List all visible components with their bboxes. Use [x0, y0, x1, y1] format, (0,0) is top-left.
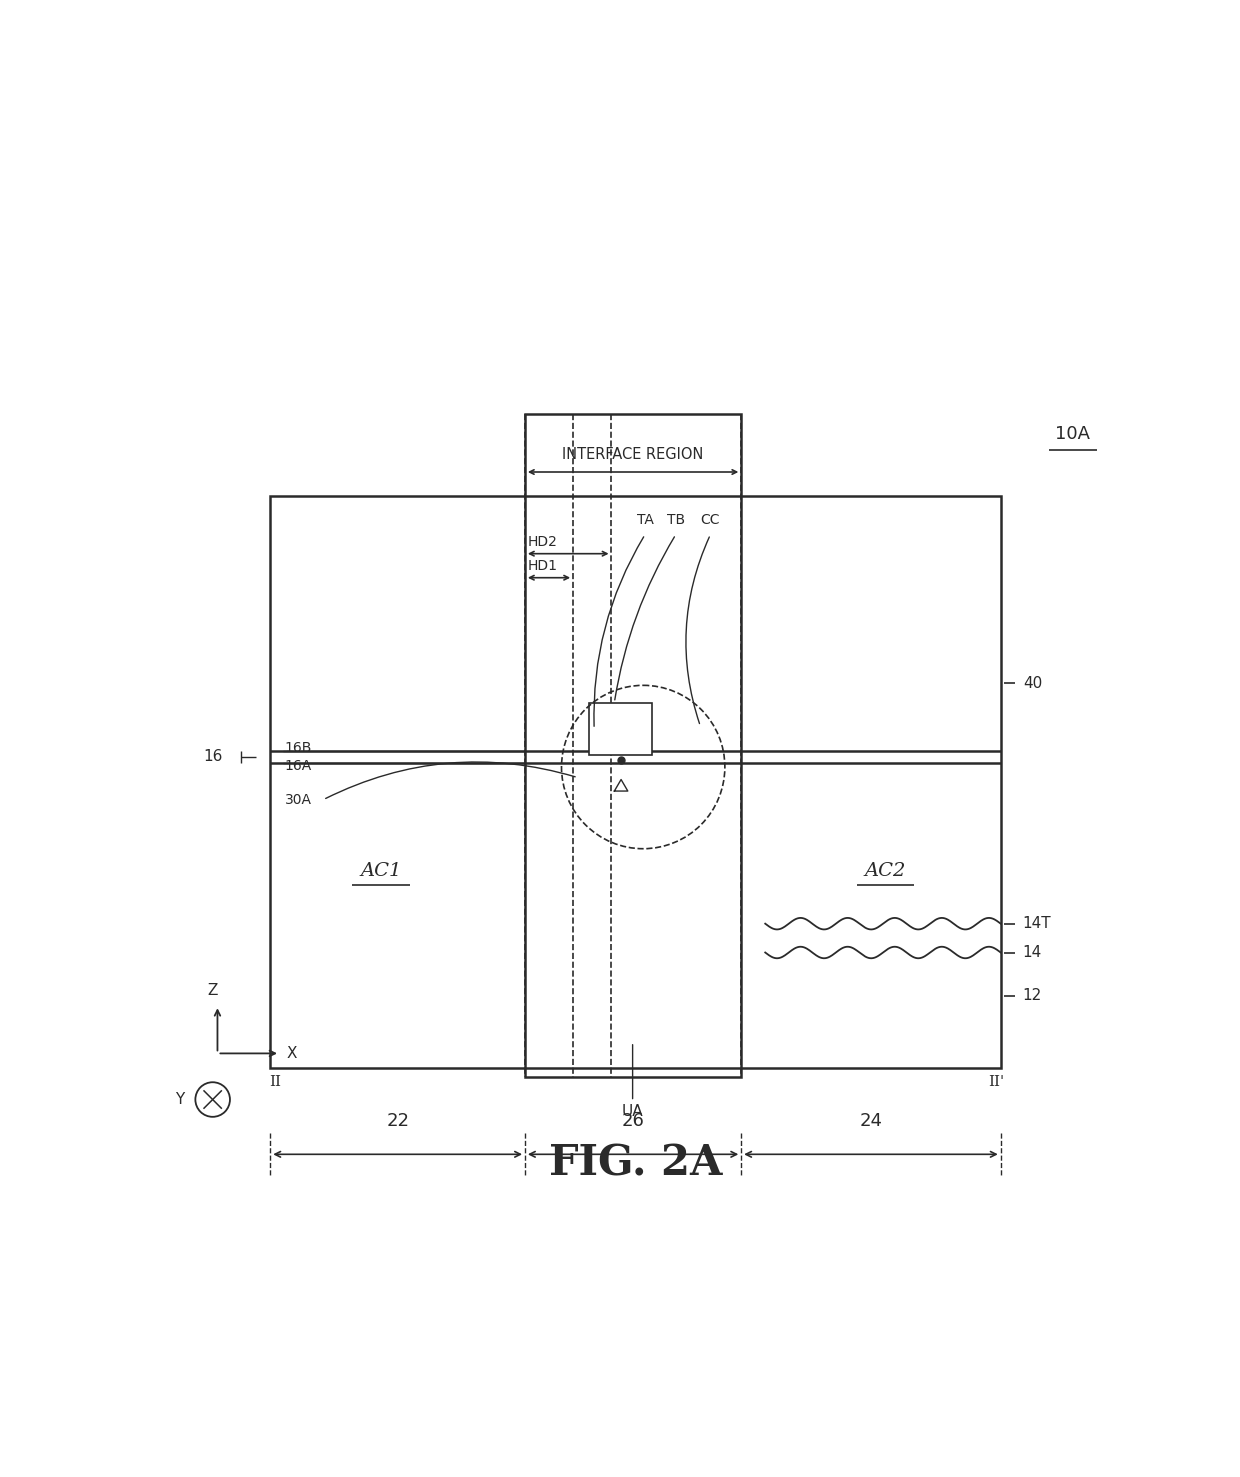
Text: FIG. 2A: FIG. 2A [549, 1143, 722, 1185]
Text: 16B: 16B [285, 741, 312, 755]
Bar [525, 415, 742, 1077]
Text: CC: CC [701, 513, 720, 527]
Text: Z: Z [207, 984, 218, 998]
Text: 16A: 16A [285, 759, 312, 772]
Text: 26: 26 [621, 1112, 645, 1130]
Text: 14: 14 [1023, 945, 1042, 960]
Text: UA: UA [621, 1103, 644, 1118]
Bar [589, 703, 652, 756]
Text: HD2: HD2 [528, 535, 558, 549]
Text: HD1: HD1 [528, 560, 558, 573]
Text: 24: 24 [859, 1112, 883, 1130]
Text: TA: TA [636, 513, 653, 527]
Text: TB: TB [667, 513, 684, 527]
Text: Y: Y [175, 1092, 184, 1108]
Text: AC2: AC2 [864, 861, 906, 880]
Text: 10A: 10A [1055, 425, 1090, 443]
Text: X: X [286, 1046, 296, 1060]
Text: 12: 12 [1023, 988, 1042, 1003]
Bar [270, 496, 1001, 1068]
Text: INTERFACE REGION: INTERFACE REGION [563, 448, 704, 462]
Text: 40: 40 [1023, 676, 1042, 691]
Text: AC1: AC1 [360, 861, 402, 880]
Text: 30A: 30A [285, 793, 311, 806]
Text: II: II [269, 1075, 281, 1089]
Text: II': II' [988, 1075, 1004, 1089]
Text: 16: 16 [203, 749, 222, 765]
Text: 14T: 14T [1023, 916, 1052, 931]
Text: 22: 22 [386, 1112, 409, 1130]
